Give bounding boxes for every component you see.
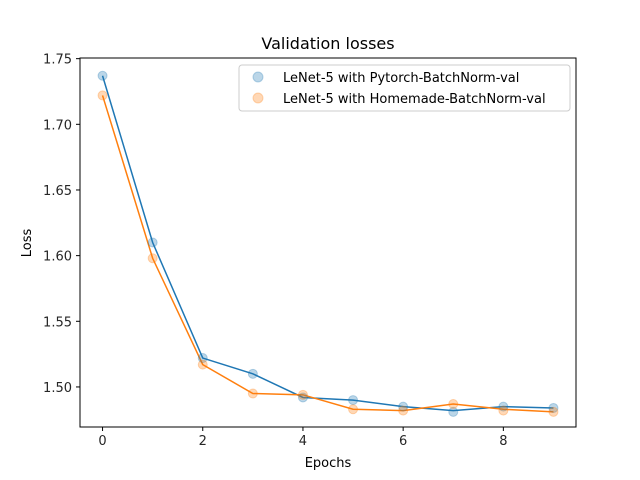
legend-marker-homemade (252, 92, 264, 104)
data-point-series-0 (297, 392, 308, 403)
x-tick-label: 4 (299, 434, 307, 449)
data-point-series-0 (147, 237, 158, 248)
data-point-series-1 (97, 90, 108, 101)
series-line-1 (101, 95, 554, 413)
legend-box (238, 64, 571, 112)
x-axis: 0 2 4 6 8 (98, 427, 507, 449)
y-tick-label: 1.55 (43, 315, 72, 330)
data-point-series-1 (448, 399, 459, 410)
data-point-series-1 (398, 405, 409, 416)
y-axis-title: Loss (20, 229, 35, 258)
data-point-series-1 (498, 405, 509, 416)
y-tick-label: 1.60 (43, 250, 72, 265)
legend-label-pytorch: LeNet-5 with Pytorch-BatchNorm-val (283, 71, 519, 86)
data-point-series-1 (147, 253, 158, 264)
y-axis: 1.50 1.55 1.60 1.65 1.70 1.75 (43, 53, 80, 396)
x-axis-title: Epochs (305, 456, 352, 471)
data-point-series-0 (97, 70, 108, 81)
chart-title: Validation losses (261, 34, 394, 53)
data-point-series-1 (548, 406, 559, 417)
x-tick-label: 6 (399, 434, 407, 449)
series-line-0 (101, 75, 554, 412)
data-point-series-1 (297, 389, 308, 400)
y-tick-label: 1.65 (43, 184, 72, 199)
legend-label-homemade: LeNet-5 with Homemade-BatchNorm-val (283, 92, 546, 107)
plot-lines (101, 75, 554, 413)
data-point-series-0 (247, 368, 258, 379)
data-point-series-0 (398, 401, 409, 412)
x-tick-label: 8 (499, 434, 507, 449)
y-tick-label: 1.50 (43, 381, 72, 396)
x-tick-label: 2 (199, 434, 207, 449)
data-point-series-1 (348, 404, 359, 415)
data-point-series-0 (548, 402, 559, 413)
data-point-series-0 (498, 401, 509, 412)
data-point-series-1 (197, 359, 208, 370)
data-point-series-0 (448, 406, 459, 417)
data-point-series-1 (247, 388, 258, 399)
plot-area-frame (79, 57, 577, 428)
y-tick-label: 1.70 (43, 118, 72, 133)
x-tick-label: 0 (98, 434, 106, 449)
data-point-series-0 (197, 353, 208, 364)
plot-points (97, 70, 559, 417)
y-tick-label: 1.75 (43, 53, 72, 68)
data-point-series-0 (348, 395, 359, 406)
legend: LeNet-5 with Pytorch-BatchNorm-val LeNet… (238, 64, 571, 112)
legend-marker-pytorch (252, 71, 264, 83)
